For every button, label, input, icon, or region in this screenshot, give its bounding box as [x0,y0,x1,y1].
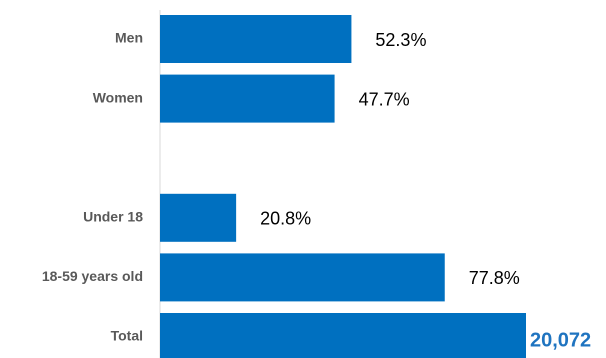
bar [160,253,445,302]
value-label: 77.8% [469,268,520,288]
total-label: 20,072 [530,329,591,351]
category-label: Under 18 [83,209,143,225]
bar [160,193,237,242]
bar [160,15,352,63]
value-label: 52.3% [375,30,426,50]
total-bar [160,313,526,358]
category-label: Men [115,30,143,46]
value-label: 20.8% [260,209,311,229]
category-label: 18-59 years old [42,268,143,284]
value-label: 47.7% [359,89,410,109]
bar [160,74,335,123]
category-label: Total [111,328,143,344]
category-label: Women [93,89,143,105]
